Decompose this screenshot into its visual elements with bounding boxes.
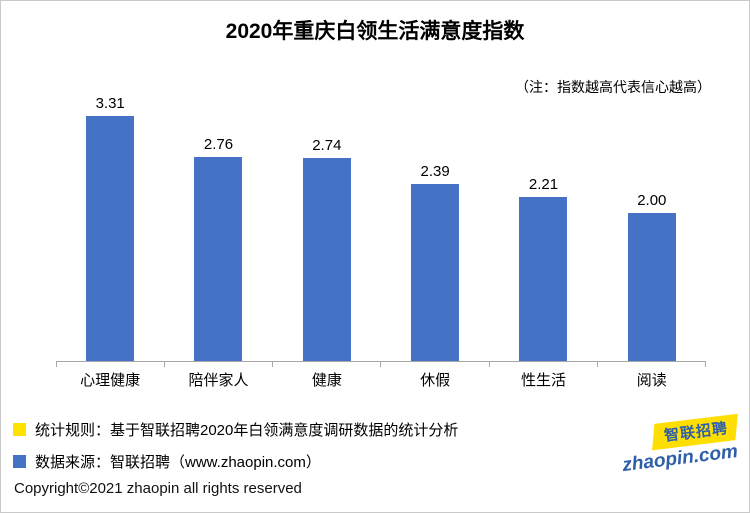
- legend-label: 统计规则：基于智联招聘2020年白领满意度调研数据的统计分析: [35, 422, 459, 439]
- legend-swatch: [13, 455, 26, 468]
- bar-value-label: 2.74: [312, 137, 342, 155]
- legend: 统计规则：基于智联招聘2020年白领满意度调研数据的统计分析 数据来源：智联招聘（…: [13, 419, 458, 483]
- bar-value-label: 2.39: [420, 163, 450, 181]
- legend-label: 数据来源：智联招聘（www.zhaopin.com）: [35, 454, 321, 471]
- axis-tick: [380, 362, 382, 367]
- bar-value-label: 2.00: [637, 192, 667, 209]
- bar: [86, 116, 135, 361]
- legend-item: 数据来源：智联招聘（www.zhaopin.com）: [13, 451, 458, 472]
- bar: [302, 158, 351, 361]
- x-axis-ticks: [56, 362, 706, 367]
- bar: [194, 156, 243, 361]
- axis-tick: [704, 362, 706, 367]
- bar-group: 3.31: [56, 95, 164, 361]
- category-label: 阅读: [636, 372, 667, 389]
- legend-swatch: [13, 423, 26, 436]
- zhaopin-logo: 智联招聘 zhaopin.com: [616, 413, 744, 486]
- bar-group: 2.00: [598, 192, 706, 361]
- axis-tick: [596, 362, 598, 367]
- bar-group: 2.76: [164, 136, 272, 361]
- zhaopin-logo-name: 智联招聘: [663, 420, 729, 445]
- axis-tick: [488, 362, 490, 367]
- bar-chart-plot-area: 3.31 2.76 2.74 2.39 2.21 2.00: [56, 86, 706, 362]
- x-axis-category-labels: 心理健康 陪伴家人 健康 休假 性生活 阅读: [56, 369, 706, 390]
- axis-tick: [164, 362, 166, 367]
- bar: [519, 197, 568, 361]
- axis-tick: [272, 362, 274, 367]
- category-label: 健康: [311, 372, 342, 389]
- bar-group: 2.74: [273, 137, 381, 361]
- bar: [627, 213, 676, 361]
- category-label: 心理健康: [80, 372, 141, 389]
- bar-value-label: 2.76: [203, 135, 234, 153]
- bar-value-label: 3.31: [95, 95, 125, 113]
- chart-title: 2020年重庆白领生活满意度指数: [225, 20, 525, 43]
- copyright-text: Copyright©2021 zhaopin all rights reserv…: [14, 480, 302, 497]
- legend-item: 统计规则：基于智联招聘2020年白领满意度调研数据的统计分析: [13, 419, 458, 440]
- bar-value-label: 2.21: [528, 176, 559, 194]
- bar-group: 2.39: [381, 163, 489, 361]
- chart-note: （注：指数越高代表信心越高）: [515, 79, 711, 95]
- axis-tick: [56, 362, 57, 367]
- bar: [411, 184, 460, 361]
- category-label: 陪伴家人: [188, 372, 249, 389]
- category-label: 休假: [420, 372, 451, 389]
- category-label: 性生活: [520, 372, 566, 389]
- bar-group: 2.21: [489, 176, 597, 361]
